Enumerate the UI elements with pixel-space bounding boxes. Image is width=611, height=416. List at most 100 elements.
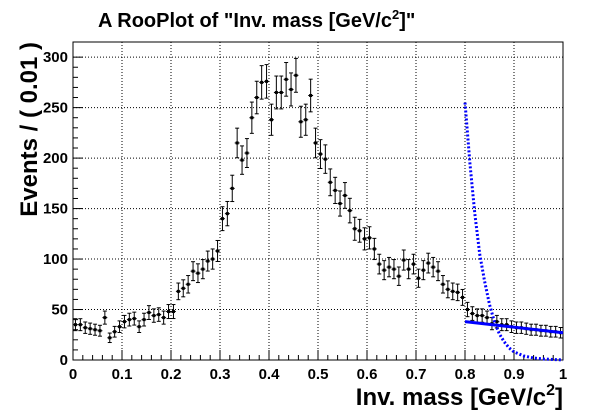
data-point <box>391 259 397 280</box>
data-point <box>195 263 201 284</box>
data-point <box>347 197 353 224</box>
marker <box>152 314 156 318</box>
y-tick-label: 200 <box>43 150 68 167</box>
marker <box>485 316 489 320</box>
data-point <box>185 275 191 294</box>
marker <box>495 320 499 324</box>
marker <box>480 314 484 318</box>
marker <box>421 268 425 272</box>
marker <box>162 316 166 320</box>
data-point <box>357 218 363 243</box>
marker <box>299 120 303 124</box>
marker <box>363 237 367 241</box>
marker <box>338 202 342 206</box>
marker <box>441 282 445 286</box>
marker <box>171 310 175 314</box>
data-point <box>322 144 328 174</box>
data-point <box>126 312 132 327</box>
marker <box>348 209 352 213</box>
marker <box>211 257 215 261</box>
data-point <box>460 288 465 306</box>
x-tick-label: 0.6 <box>357 366 378 383</box>
data-point <box>146 305 152 320</box>
data-point <box>469 306 475 321</box>
marker <box>372 247 376 251</box>
data-point <box>273 75 279 110</box>
chart-title: A RooPlot of "Inv. mass [GeV/c2]" <box>98 7 415 32</box>
marker <box>456 290 460 294</box>
data-point <box>97 324 103 337</box>
data-point <box>465 301 470 318</box>
marker <box>78 323 82 327</box>
data-point <box>367 226 372 250</box>
data-point <box>224 200 230 227</box>
marker <box>470 312 474 316</box>
data-point <box>342 182 348 209</box>
marker <box>142 318 146 322</box>
marker <box>333 188 337 192</box>
marker <box>416 276 420 280</box>
data-point <box>136 320 142 333</box>
data-point <box>362 227 367 251</box>
marker <box>358 229 362 233</box>
marker <box>88 327 92 331</box>
data-point <box>77 318 83 332</box>
marker <box>118 325 122 329</box>
x-tick-label: 0.9 <box>504 366 525 383</box>
marker <box>157 313 161 317</box>
marker <box>181 286 185 290</box>
data-point <box>283 62 289 97</box>
y-tick-label: 150 <box>43 201 68 218</box>
x-tick-label: 0.4 <box>259 366 281 383</box>
data-point <box>234 127 240 159</box>
data-point <box>411 253 416 275</box>
data-point <box>381 260 387 281</box>
marker <box>83 326 87 330</box>
marker <box>294 73 298 77</box>
marker <box>402 258 406 262</box>
data-point <box>288 72 294 107</box>
marker <box>235 141 239 145</box>
data-point <box>102 310 108 325</box>
y-axis-label: Events / ( 0.01 ) <box>16 42 43 217</box>
tick-labels: 0 0.1 0.2 0.3 0.4 0.5 0.6 0.7 0.8 0.9 1 0 50 100 150 20… <box>43 49 567 383</box>
marker <box>323 157 327 161</box>
marker <box>269 118 273 122</box>
data-point <box>82 321 88 334</box>
marker <box>245 151 249 155</box>
data-point <box>440 275 446 294</box>
marker <box>367 236 371 240</box>
data-point <box>175 282 181 301</box>
x-tick-label: 0.3 <box>210 366 231 383</box>
marker <box>176 289 180 293</box>
data-point <box>92 323 98 336</box>
data-point <box>180 279 186 298</box>
marker <box>113 330 117 334</box>
data-point <box>332 176 338 204</box>
marker <box>397 274 401 278</box>
marker <box>147 311 151 315</box>
data-point <box>239 145 245 175</box>
x-tick-label: 1 <box>559 366 567 383</box>
marker <box>392 267 396 271</box>
axes <box>72 41 564 361</box>
marker <box>451 289 455 293</box>
x-tick-label: 0.8 <box>455 366 476 383</box>
data-point <box>337 190 343 217</box>
data-point <box>352 216 358 241</box>
data-point <box>171 304 176 320</box>
x-tick-label: 0.5 <box>308 366 329 383</box>
marker <box>265 79 269 83</box>
data-point <box>244 138 250 169</box>
marker <box>465 308 469 312</box>
data-point <box>293 57 299 93</box>
data-point <box>264 64 269 99</box>
marker <box>108 336 112 340</box>
data-point <box>308 78 314 113</box>
marker <box>436 269 440 273</box>
data-point <box>504 318 510 332</box>
data-point <box>229 174 235 203</box>
marker <box>220 217 224 221</box>
x-tick-label: 0.7 <box>406 366 427 383</box>
